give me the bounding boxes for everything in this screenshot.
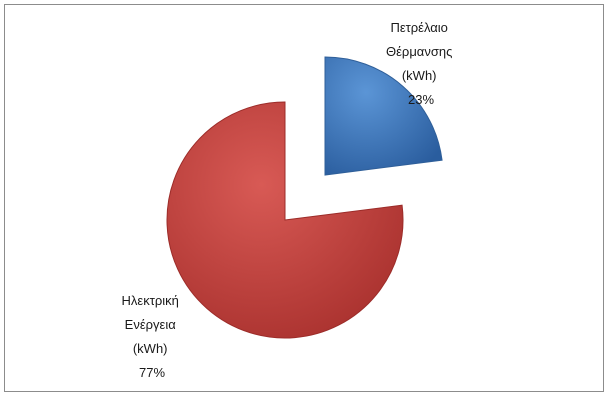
- slice-label-heating-oil: Πετρέλαιο Θέρμανσης (kWh) 23%: [386, 20, 456, 107]
- pie-slice-heating-oil: [324, 56, 443, 176]
- pie-slice-electricity: [166, 101, 404, 339]
- slice-label-electricity: Ηλεκτρική Ενέργεια (kWh) 77%: [122, 293, 183, 380]
